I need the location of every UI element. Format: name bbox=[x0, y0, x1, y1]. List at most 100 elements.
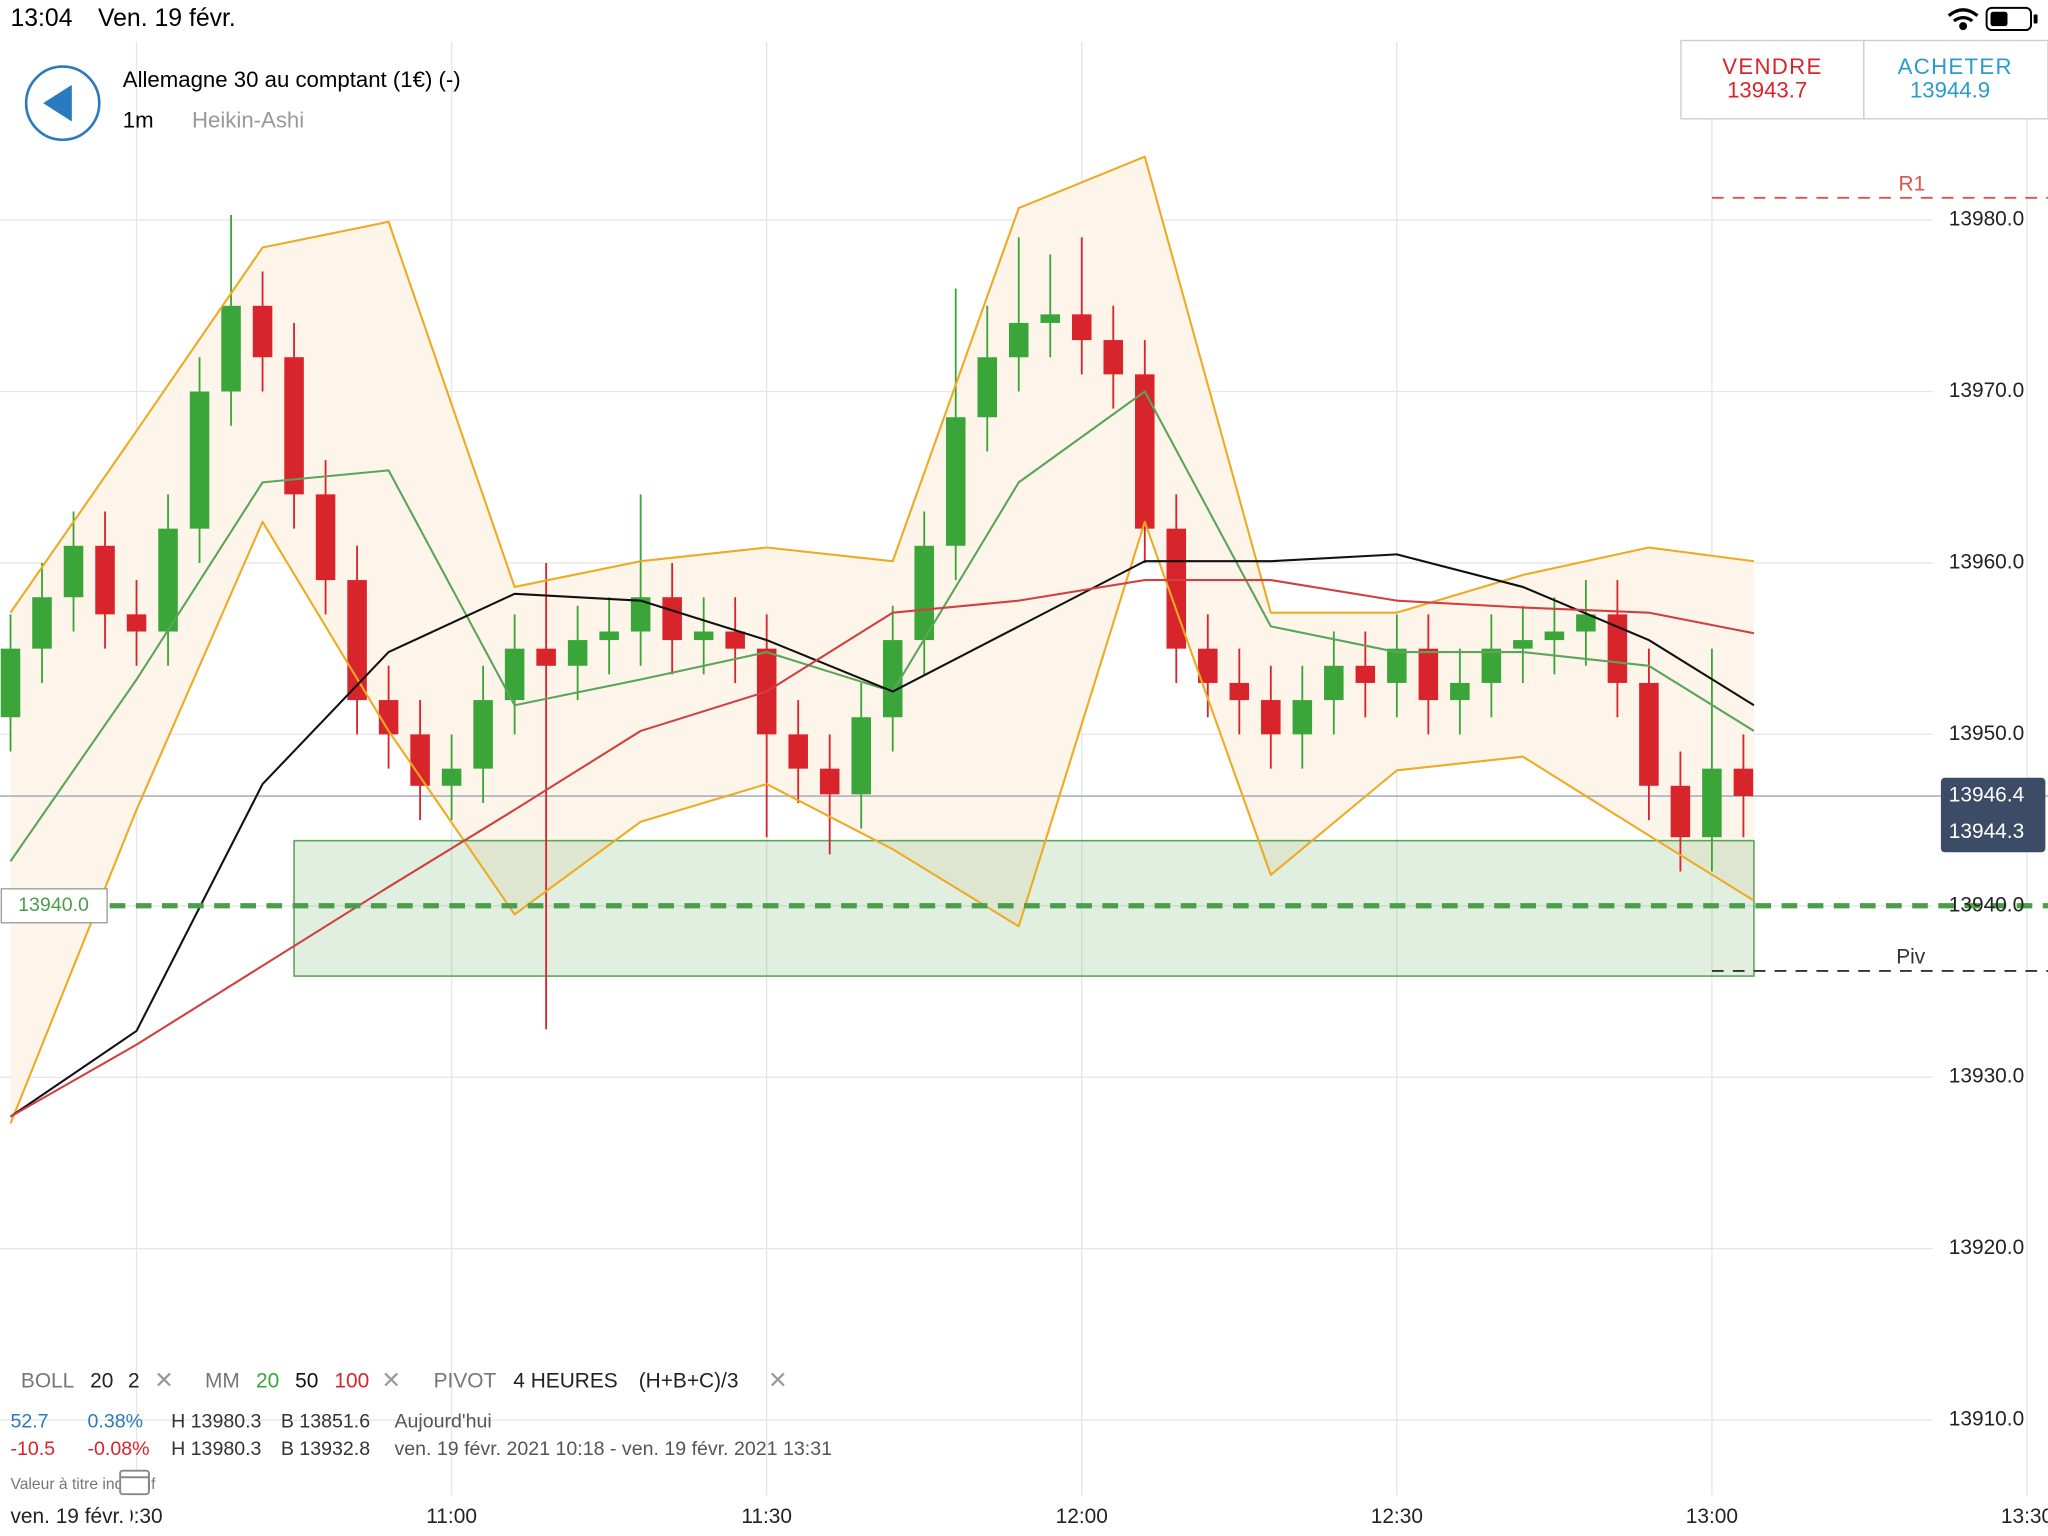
stat-percent: -0.08% bbox=[88, 1438, 150, 1460]
candle-body bbox=[1229, 682, 1250, 701]
candle-body bbox=[315, 494, 336, 581]
candle-body bbox=[347, 580, 367, 701]
candle-body bbox=[977, 357, 998, 418]
stat-period: ven. 19 févr. 2021 10:18 - ven. 19 févr.… bbox=[394, 1438, 832, 1460]
chart-style[interactable]: Heikin-Ashi bbox=[192, 107, 304, 132]
candle-body bbox=[819, 768, 840, 795]
candle-body bbox=[1355, 665, 1376, 683]
indicator-param: 20 bbox=[90, 1369, 113, 1392]
indicator-legend: BOLL 20 2 ✕ MM 20 50 100 ✕ PIVOT 4 HEURE… bbox=[21, 1367, 788, 1393]
y-tick-label: 13980.0 bbox=[1949, 208, 2024, 231]
back-button[interactable] bbox=[24, 65, 101, 142]
indicator-param: 4 HEURES bbox=[513, 1369, 617, 1392]
bollinger-lower bbox=[9, 520, 1755, 1124]
candle-body bbox=[851, 717, 871, 795]
y-tick-label: 13920.0 bbox=[1949, 1236, 2024, 1259]
level-label: Piv bbox=[1896, 945, 1926, 968]
indicator-name[interactable]: MM bbox=[205, 1369, 240, 1392]
candle-body bbox=[1103, 340, 1124, 375]
moving-average bbox=[9, 553, 1755, 1118]
indicator-param: (H+B+C)/3 bbox=[639, 1369, 739, 1392]
candle-body bbox=[378, 700, 399, 735]
candle-body bbox=[567, 640, 588, 666]
candle-body bbox=[788, 734, 808, 769]
calendar-icon[interactable] bbox=[119, 1469, 150, 1496]
stat-high: H 13980.3 bbox=[171, 1438, 261, 1460]
interval[interactable]: 1m bbox=[123, 107, 154, 132]
candle-body bbox=[914, 545, 934, 641]
candle-body bbox=[1135, 374, 1155, 529]
candle-body bbox=[410, 734, 430, 786]
indicator-param: 50 bbox=[295, 1369, 318, 1392]
x-tick-label: 13:30 bbox=[2001, 1505, 2048, 1528]
candle-body bbox=[1481, 648, 1502, 683]
price-marker-box bbox=[1940, 777, 2046, 853]
plot: R1 Piv 13940.0 13910.0 13920.0 13930.0 13940.0… bbox=[0, 41, 2048, 1536]
date-label: ven. 19 févr. bbox=[10, 1505, 124, 1528]
remove-icon[interactable]: ✕ bbox=[768, 1367, 788, 1393]
sell-label: VENDRE bbox=[1722, 54, 1822, 79]
sell-button[interactable]: VENDRE 13943.7 bbox=[1680, 39, 1865, 120]
candle-body bbox=[1450, 682, 1470, 701]
indicator-param: 100 bbox=[334, 1369, 369, 1392]
buy-price: 13944.9 bbox=[1910, 77, 1990, 102]
candle-body bbox=[725, 631, 745, 649]
candle-body bbox=[221, 305, 241, 392]
stats: 52.7 0.38% H 13980.3 B 13851.6 Aujourd'h… bbox=[10, 1411, 832, 1494]
candle-body bbox=[1198, 648, 1218, 683]
candle-body bbox=[158, 528, 178, 632]
candle-body bbox=[1576, 614, 1596, 632]
candle-body bbox=[662, 597, 682, 641]
candle-body bbox=[1261, 700, 1281, 735]
candle-body bbox=[1040, 314, 1061, 323]
moving-average bbox=[9, 579, 1755, 1118]
support-label: 13940.0 bbox=[18, 894, 89, 916]
instrument-title: Allemagne 30 au comptant (1€) (-) bbox=[123, 67, 461, 92]
candle-body bbox=[1418, 648, 1439, 701]
x-tick-label: 11:30 bbox=[741, 1505, 792, 1528]
candle-body bbox=[1702, 768, 1722, 838]
y-tick-label: 13950.0 bbox=[1949, 722, 2024, 745]
stat-change: -10.5 bbox=[10, 1438, 55, 1460]
candle-body bbox=[126, 614, 147, 632]
candle-body bbox=[1324, 665, 1344, 701]
candle-body bbox=[1733, 768, 1754, 797]
wifi-icon bbox=[1947, 8, 1979, 31]
price-marker-label: 13944.3 bbox=[1949, 820, 2024, 843]
candle-body bbox=[1008, 322, 1029, 358]
remove-icon[interactable]: ✕ bbox=[154, 1367, 174, 1393]
candle-body bbox=[630, 597, 651, 632]
level-label: R1 bbox=[1899, 172, 1926, 195]
bollinger-upper bbox=[9, 155, 1755, 614]
candle-body bbox=[0, 648, 21, 718]
stat-percent: 0.38% bbox=[88, 1411, 144, 1433]
candle-body bbox=[473, 700, 493, 769]
battery-icon bbox=[1985, 6, 2038, 32]
indicator-param: 2 bbox=[128, 1369, 140, 1392]
stat-change: 52.7 bbox=[10, 1411, 48, 1433]
candle-body bbox=[1639, 682, 1659, 786]
candle-body bbox=[1607, 614, 1628, 683]
candle-body bbox=[32, 597, 52, 649]
y-tick-label: 13930.0 bbox=[1949, 1065, 2024, 1088]
status-date: Ven. 19 févr. bbox=[98, 5, 236, 32]
candle-body bbox=[189, 391, 210, 529]
remove-icon[interactable]: ✕ bbox=[381, 1367, 401, 1393]
buy-button[interactable]: ACHETER 13944.9 bbox=[1863, 39, 2048, 120]
candle-body bbox=[284, 357, 304, 495]
candle-body bbox=[693, 631, 714, 641]
indicator-name[interactable]: BOLL bbox=[21, 1369, 74, 1392]
candle-body bbox=[882, 640, 903, 718]
date-label-bg bbox=[0, 1502, 131, 1536]
candle-body bbox=[1670, 785, 1691, 838]
x-tick-label: 11:00 bbox=[426, 1505, 477, 1528]
candle-body bbox=[1071, 314, 1092, 341]
x-tick-label: 13:00 bbox=[1686, 1505, 1738, 1528]
indicator-param: 20 bbox=[256, 1369, 279, 1392]
candle-body bbox=[63, 545, 84, 598]
y-tick-label: 13970.0 bbox=[1949, 379, 2024, 402]
buy-label: ACHETER bbox=[1898, 54, 2013, 79]
indicator-name[interactable]: PIVOT bbox=[434, 1369, 497, 1392]
